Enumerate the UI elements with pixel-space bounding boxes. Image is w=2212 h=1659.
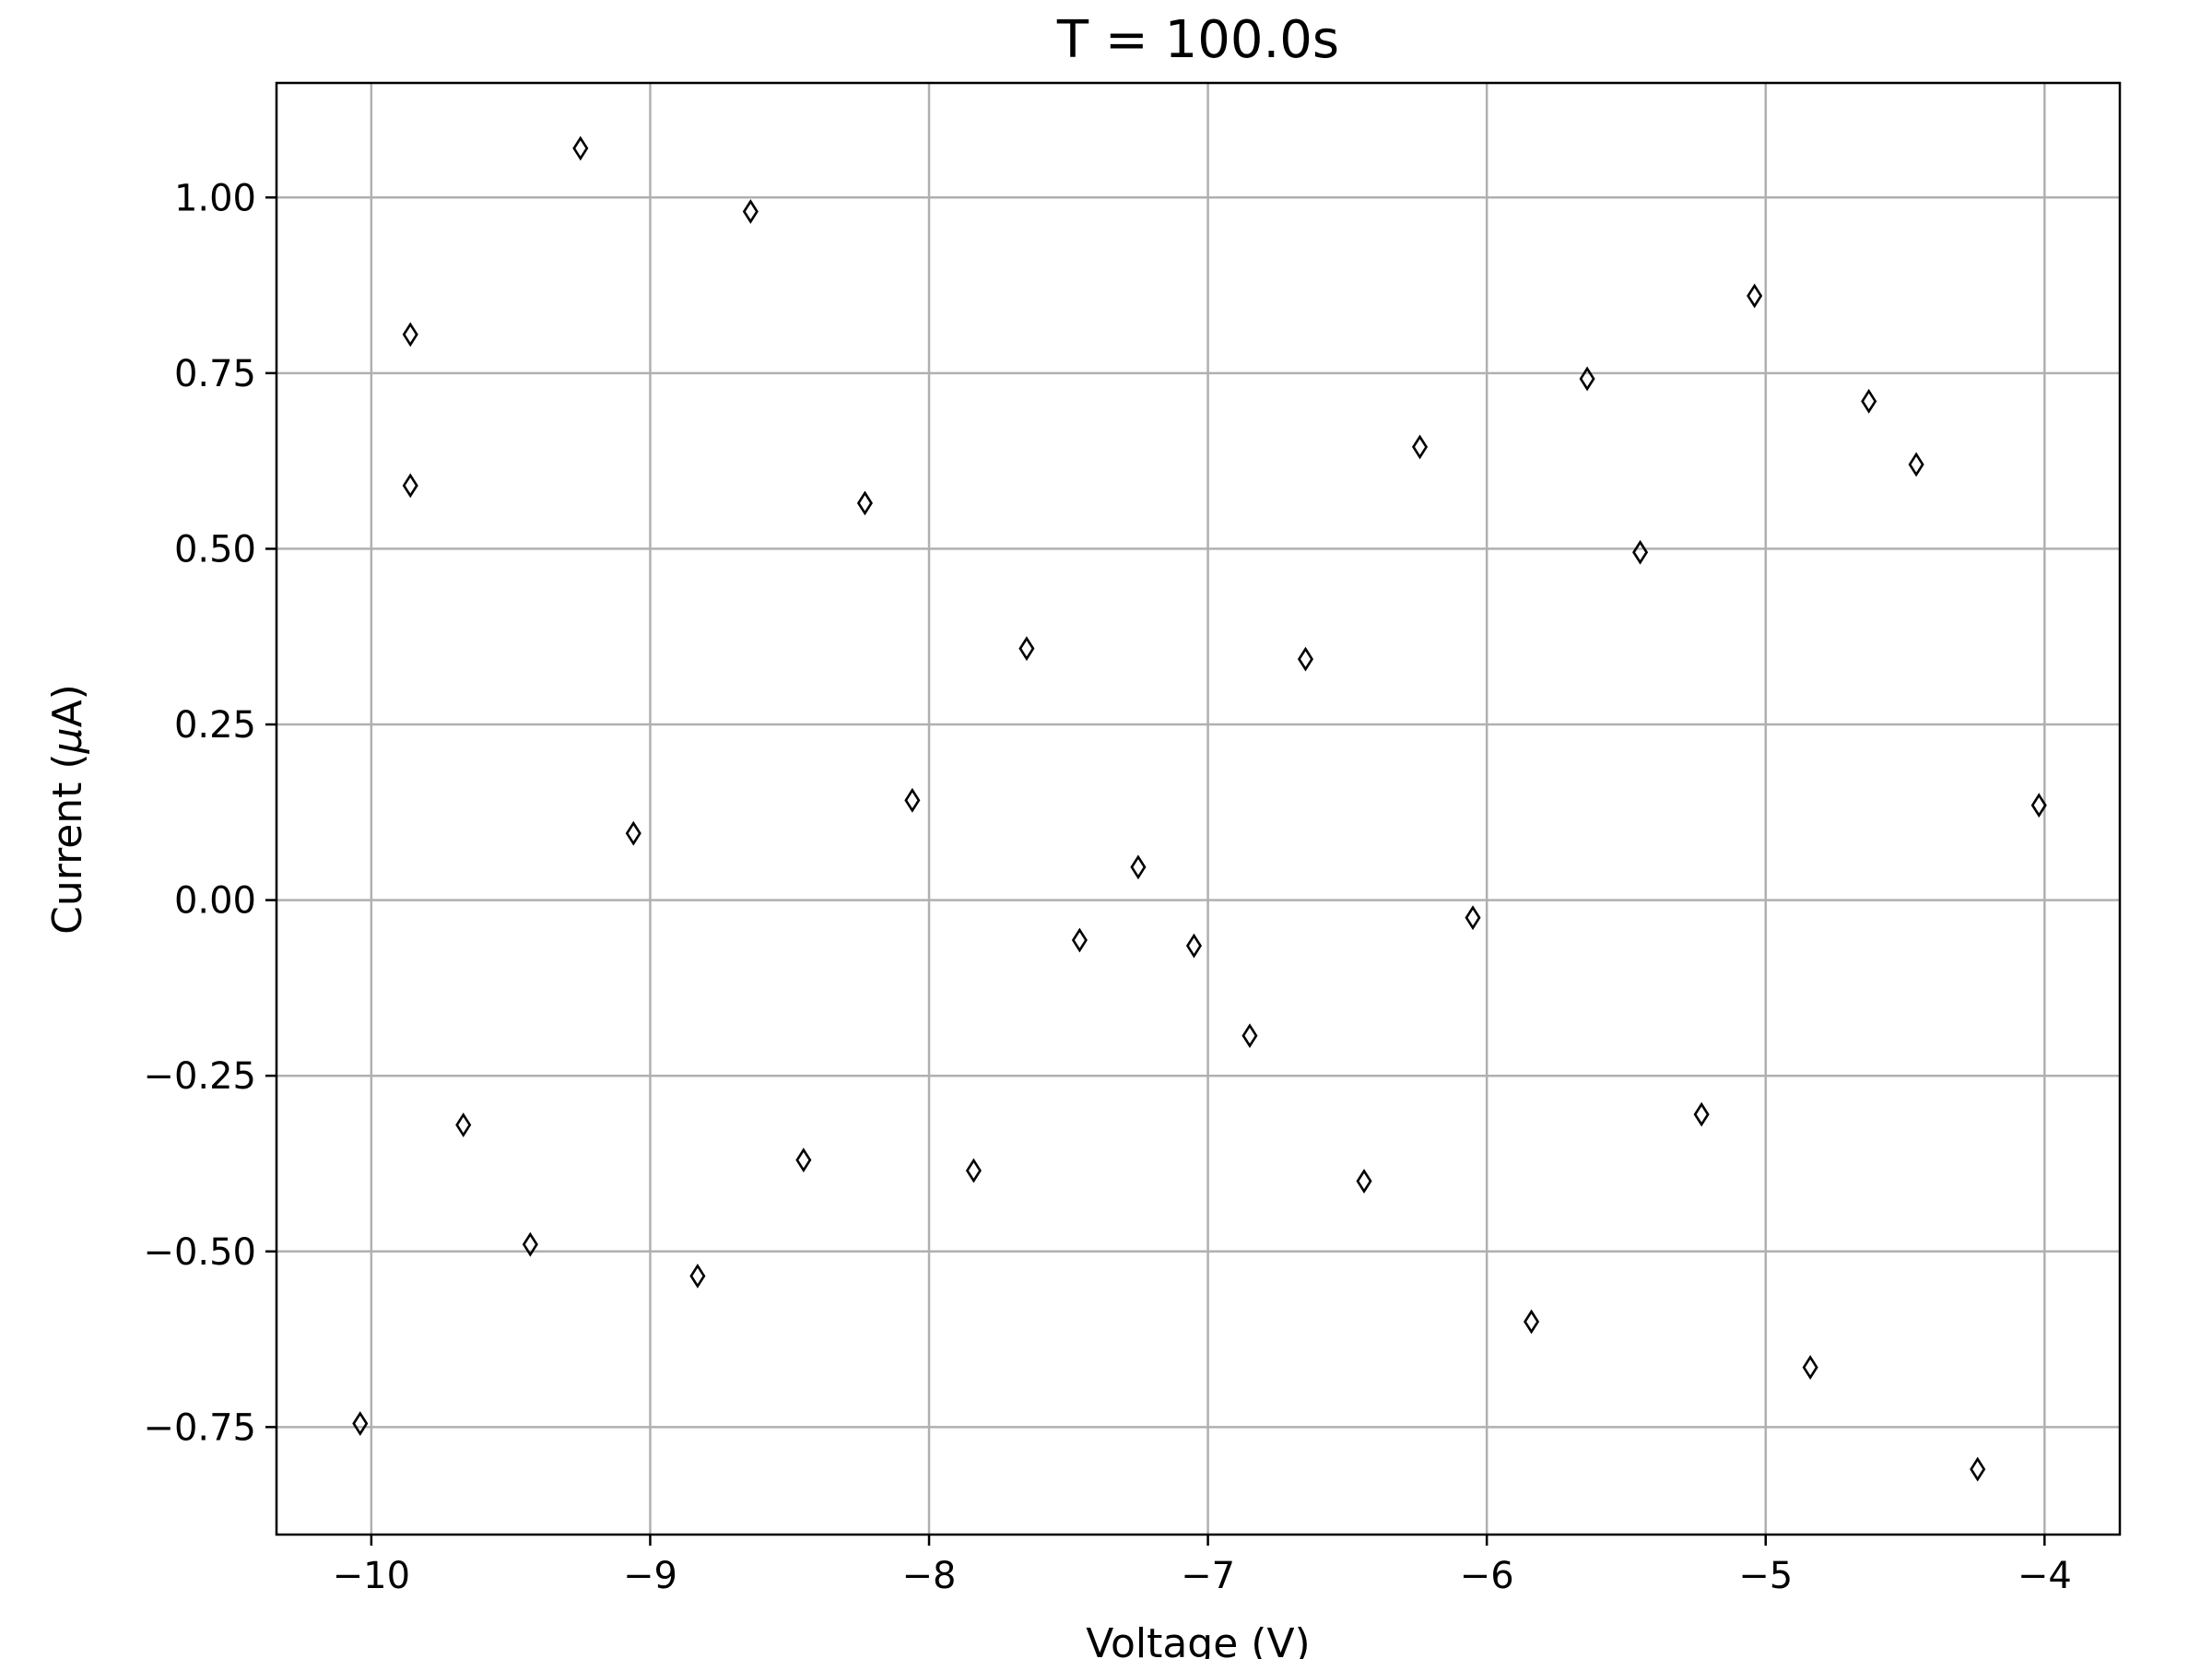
data-point — [402, 322, 418, 347]
data-point — [1908, 452, 1924, 477]
y-tick-label: 0.00 — [174, 880, 256, 923]
data-point — [904, 787, 921, 813]
data-point — [1747, 283, 1763, 309]
x-axis: −10 −9 −8 −7 −6 −5 −4 — [333, 1535, 2072, 1597]
data-point — [1241, 1023, 1258, 1049]
data-point — [1579, 366, 1595, 392]
data-point — [2030, 793, 2047, 818]
data-point — [352, 1411, 369, 1436]
y-tick-label: −0.50 — [143, 1231, 256, 1274]
y-axis-label-suffix: A) — [44, 684, 91, 727]
x-tick-label: −8 — [902, 1555, 957, 1597]
data-point — [742, 199, 759, 224]
data-points — [352, 135, 2047, 1482]
data-point — [1465, 905, 1481, 931]
y-tick-label: −0.25 — [143, 1055, 256, 1098]
data-point — [1632, 539, 1649, 565]
data-point — [1861, 388, 1877, 414]
data-point — [1970, 1456, 1986, 1482]
data-point — [1693, 1101, 1710, 1127]
x-tick-label: −9 — [623, 1555, 677, 1597]
data-point — [1185, 933, 1203, 959]
x-tick-label: −7 — [1181, 1555, 1235, 1597]
data-point — [522, 1231, 538, 1257]
y-axis-label: Current (μA) — [44, 684, 91, 935]
data-point — [1802, 1355, 1818, 1380]
data-point — [1356, 1169, 1372, 1194]
data-point — [455, 1112, 472, 1137]
data-point — [965, 1158, 982, 1183]
data-point — [795, 1147, 812, 1173]
x-tick-label: −5 — [1738, 1555, 1793, 1597]
data-point — [1018, 636, 1035, 662]
data-point — [1071, 927, 1088, 953]
data-point — [625, 820, 641, 846]
plot-frame — [275, 81, 2122, 1536]
y-tick-label: 1.00 — [174, 177, 256, 219]
chart-title: T = 100.0s — [1056, 10, 1339, 70]
data-point — [402, 473, 418, 499]
data-point — [1524, 1309, 1540, 1335]
x-tick-label: −6 — [1460, 1555, 1514, 1597]
data-point — [856, 490, 873, 516]
y-axis: −0.75 −0.50 −0.25 0.00 0.25 0.50 0.75 1.00 — [143, 177, 276, 1449]
x-tick-label: −4 — [2018, 1555, 2072, 1597]
y-axis-label-prefix: Current ( — [44, 753, 91, 934]
x-tick-label: −10 — [333, 1555, 410, 1597]
y-tick-label: −0.75 — [143, 1406, 256, 1449]
data-point — [1130, 854, 1147, 880]
grid — [276, 83, 2120, 1535]
y-axis-label-mu: μ — [44, 727, 91, 754]
x-axis-label: Voltage (V) — [1086, 1620, 1310, 1659]
data-point — [572, 135, 589, 161]
data-point — [1297, 646, 1314, 672]
y-tick-label: 0.75 — [174, 353, 256, 395]
y-tick-label: 0.50 — [174, 528, 256, 571]
data-point — [689, 1264, 706, 1288]
data-point — [1412, 434, 1429, 460]
y-tick-label: 0.25 — [174, 704, 256, 747]
